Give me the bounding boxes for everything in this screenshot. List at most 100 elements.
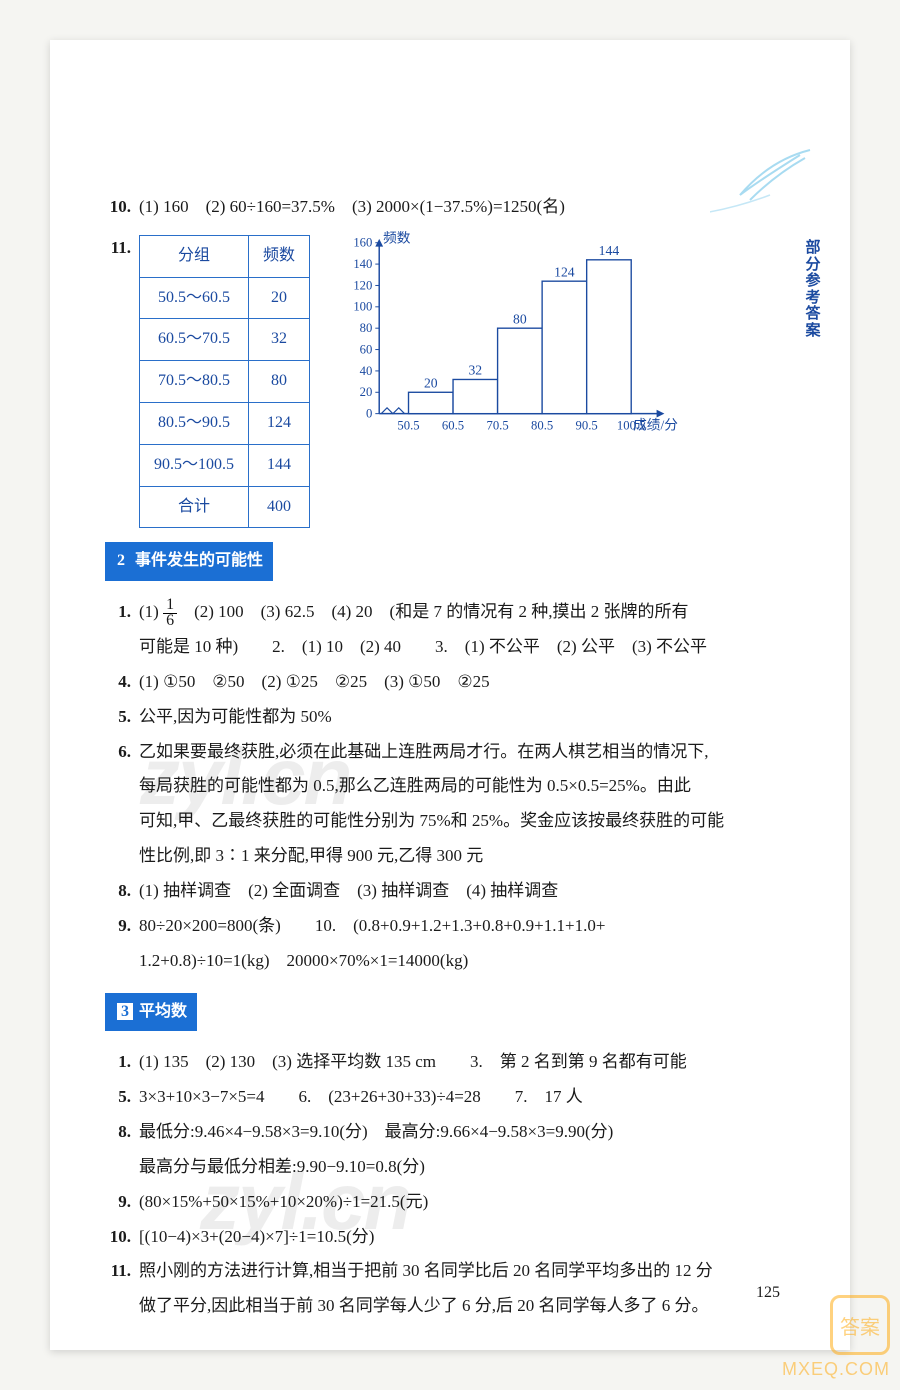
q10-number: 10. [105,190,139,225]
s2-q4: 4. (1) ①50 ②50 (2) ①25 ②25 (3) ①50 ②25 [105,665,775,700]
section-3-num: 3 [117,1003,133,1020]
table-cell: 90.5～100.5 [140,444,249,486]
svg-text:120: 120 [353,278,372,292]
section-3-title: 平均数 [139,1003,187,1020]
s2-q9a: 80÷20×200=800(条) 10. (0.8+0.9+1.2+1.3+0.… [139,909,775,944]
s3-q5-num: 5. [105,1080,139,1115]
page: 部分参考答案 10. (1) 160 (2) 60÷160=37.5% (3) … [50,40,850,1350]
q11-number: 11. [105,231,139,266]
s3-q1-text: (1) 135 (2) 130 (3) 选择平均数 135 cm 3. 第 2 … [139,1045,775,1080]
s2-q1-a: (1) [139,602,163,621]
section-2-tag: 2 事件发生的可能性 [105,542,273,581]
section-2-num: 2 [117,552,125,569]
s3-q9-num: 9. [105,1185,139,1220]
s2-q6-num: 6. [105,735,139,770]
table-header: 频数 [249,235,310,277]
s3-q9-text: (80×15%+50×15%+10×20%)÷1=21.5(元) [139,1185,775,1220]
svg-text:160: 160 [353,235,372,249]
side-label: 部分参考答案 [804,240,822,339]
s2-q4-text: (1) ①50 ②50 (2) ①25 ②25 (3) ①50 ②25 [139,665,775,700]
fraction: 16 [163,597,177,629]
s2-q5: 5. 公平,因为可能性都为 50% [105,700,775,735]
table-cell: 50.5～60.5 [140,277,249,319]
table-cell: 80.5～90.5 [140,403,249,445]
svg-text:90.5: 90.5 [576,418,598,432]
s3-q5-text: 3×3+10×3−7×5=4 6. (23+26+30+33)÷4=28 7. … [139,1080,775,1115]
svg-text:20: 20 [424,375,438,390]
s2-q1-b: (2) 100 (3) 62.5 (4) 20 (和是 7 的情况有 2 种,摸… [177,602,688,621]
s2-q8-num: 8. [105,874,139,909]
s3-q1-num: 1. [105,1045,139,1080]
svg-text:成绩/分: 成绩/分 [633,417,678,432]
s2-q6a: 乙如果要最终获胜,必须在此基础上连胜两局才行。在两人棋艺相当的情况下, [139,735,775,770]
s2-q9-num: 9. [105,909,139,944]
svg-text:124: 124 [554,264,575,279]
svg-text:100: 100 [353,300,372,314]
s3-q11-num: 11. [105,1254,139,1289]
s3-q10-num: 10. [105,1220,139,1255]
s3-q10-text: [(10−4)×3+(20−4)×7]÷1=10.5(分) [139,1220,775,1255]
table-cell: 80 [249,361,310,403]
section-3-tag: 3 平均数 [105,993,197,1032]
s3-q11b: 做了平分,因此相当于前 30 名同学每人少了 6 分,后 20 名同学每人多了 … [105,1289,775,1324]
svg-text:40: 40 [360,364,373,378]
table-cell: 70.5～80.5 [140,361,249,403]
svg-text:70.5: 70.5 [487,418,509,432]
s2-q1-num: 1. [105,595,139,630]
table-cell: 144 [249,444,310,486]
page-number: 125 [756,1277,780,1310]
feather-decoration [710,140,820,220]
svg-text:频数: 频数 [383,231,411,246]
table-cell: 60.5～70.5 [140,319,249,361]
answer-q11: 11. 分组 频数 50.5～60.520 60.5～70.532 70.5～8… [105,231,775,529]
s2-q5-num: 5. [105,700,139,735]
svg-text:80.5: 80.5 [531,418,553,432]
svg-text:80: 80 [513,311,527,326]
s2-q6b: 每局获胜的可能性都为 0.5,那么乙连胜两局的可能性为 0.5×0.5=25%。… [105,769,775,804]
s2-q6d: 性比例,即 3∶1 来分配,甲得 900 元,乙得 300 元 [105,839,775,874]
s2-q5-text: 公平,因为可能性都为 50% [139,700,775,735]
s3-q8b: 最高分与最低分相差:9.90−9.10=0.8(分) [105,1150,775,1185]
table-cell: 124 [249,403,310,445]
s2-q6c: 可知,甲、乙最终获胜的可能性分别为 75%和 25%。奖金应该按最终获胜的可能 [105,804,775,839]
section-2-title: 事件发生的可能性 [135,552,263,569]
s2-q8: 8. (1) 抽样调查 (2) 全面调查 (3) 抽样调查 (4) 抽样调查 [105,874,775,909]
svg-text:144: 144 [599,243,620,258]
svg-text:80: 80 [360,321,373,335]
stamp-box: 答案 [830,1295,890,1355]
s3-q1: 1. (1) 135 (2) 130 (3) 选择平均数 135 cm 3. 第… [105,1045,775,1080]
s3-q11a: 照小刚的方法进行计算,相当于把前 30 名同学比后 20 名同学平均多出的 12… [139,1254,775,1289]
s3-q11: 11. 照小刚的方法进行计算,相当于把前 30 名同学比后 20 名同学平均多出… [105,1254,775,1289]
frequency-chart: 0 20 40 60 80 100 120 140 160 20 32 80 124 144 50.5 60.… [334,231,694,441]
table-header: 分组 [140,235,249,277]
stamp: 答案 MXEQ.COM [782,1295,890,1380]
svg-text:140: 140 [353,257,372,271]
stamp-url: MXEQ.COM [782,1359,890,1380]
s2-q9b: 1.2+0.8)÷10=1(kg) 20000×70%×1=14000(kg) [105,944,775,979]
s2-q1: 1. (1) 16 (2) 100 (3) 62.5 (4) 20 (和是 7 … [105,595,775,630]
s3-q8a: 最低分:9.46×4−9.58×3=9.10(分) 最高分:9.66×4−9.5… [139,1115,775,1150]
s3-q8-num: 8. [105,1115,139,1150]
s3-q10: 10. [(10−4)×3+(20−4)×7]÷1=10.5(分) [105,1220,775,1255]
svg-text:60: 60 [360,342,373,356]
svg-text:20: 20 [360,385,373,399]
svg-text:60.5: 60.5 [442,418,464,432]
svg-text:0: 0 [366,406,372,420]
svg-text:32: 32 [469,362,483,377]
s2-q8-text: (1) 抽样调查 (2) 全面调查 (3) 抽样调查 (4) 抽样调查 [139,874,775,909]
table-cell: 32 [249,319,310,361]
s2-q6: 6. 乙如果要最终获胜,必须在此基础上连胜两局才行。在两人棋艺相当的情况下, [105,735,775,770]
s2-q4-num: 4. [105,665,139,700]
q10-text: (1) 160 (2) 60÷160=37.5% (3) 2000×(1−37.… [139,190,775,225]
answer-q10: 10. (1) 160 (2) 60÷160=37.5% (3) 2000×(1… [105,190,775,225]
s2-q1-c: 可能是 10 种) 2. (1) 10 (2) 40 3. (1) 不公平 (2… [105,630,775,665]
s3-q5: 5. 3×3+10×3−7×5=4 6. (23+26+30+33)÷4=28 … [105,1080,775,1115]
table-cell: 20 [249,277,310,319]
s2-q9: 9. 80÷20×200=800(条) 10. (0.8+0.9+1.2+1.3… [105,909,775,944]
table-cell: 合计 [140,486,249,528]
frequency-table: 分组 频数 50.5～60.520 60.5～70.532 70.5～80.58… [139,235,310,529]
svg-text:50.5: 50.5 [397,418,419,432]
s3-q9: 9. (80×15%+50×15%+10×20%)÷1=21.5(元) [105,1185,775,1220]
table-cell: 400 [249,486,310,528]
s3-q8: 8. 最低分:9.46×4−9.58×3=9.10(分) 最高分:9.66×4−… [105,1115,775,1150]
